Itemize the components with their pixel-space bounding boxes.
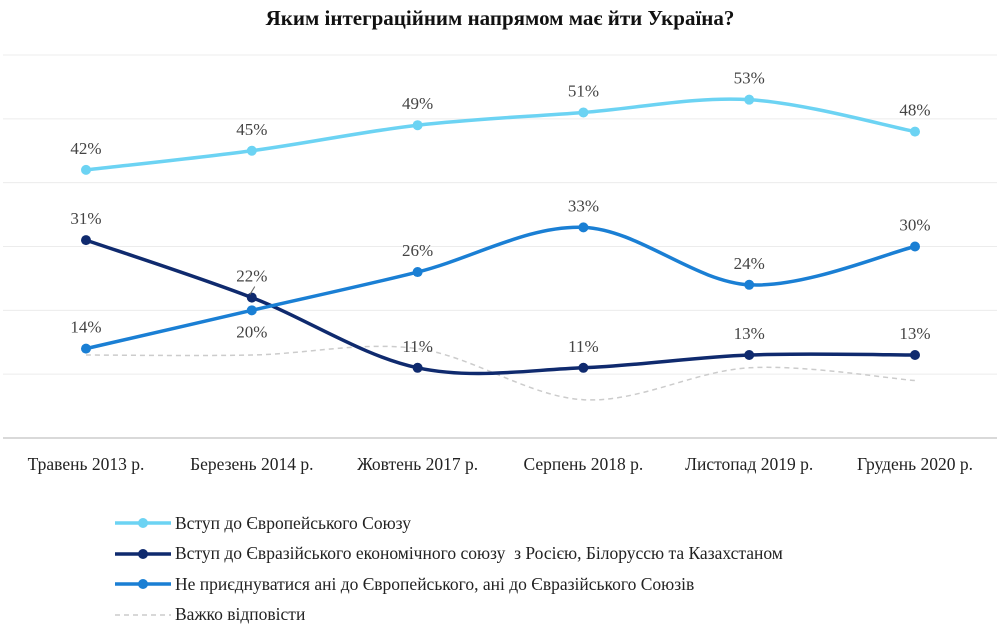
legend-swatch bbox=[115, 517, 171, 529]
legend-swatch bbox=[115, 609, 171, 621]
legend-swatch bbox=[115, 548, 171, 560]
x-tick-label: Березень 2014 р. bbox=[190, 454, 313, 474]
series-line bbox=[86, 227, 915, 348]
data-point bbox=[413, 120, 423, 130]
series-line bbox=[86, 99, 915, 170]
data-point bbox=[910, 127, 920, 137]
legend-item: Вступ до Європейського Союзу bbox=[115, 508, 783, 539]
series-line bbox=[86, 240, 915, 373]
data-point bbox=[578, 222, 588, 232]
data-label: 49% bbox=[402, 94, 433, 113]
data-point bbox=[247, 293, 257, 303]
x-tick-label: Грудень 2020 р. bbox=[857, 454, 973, 474]
data-point bbox=[81, 165, 91, 175]
data-point bbox=[910, 350, 920, 360]
data-label: 14% bbox=[70, 318, 101, 337]
data-label: 31% bbox=[70, 209, 101, 228]
legend-item: Не приєднуватися ані до Європейського, а… bbox=[115, 569, 783, 600]
legend-item: Вступ до Євразійського економічного союз… bbox=[115, 539, 783, 570]
x-tick-label: Жовтень 2017 р. bbox=[357, 454, 478, 474]
data-label: 53% bbox=[734, 69, 765, 88]
data-label: 11% bbox=[402, 337, 433, 356]
data-label: 11% bbox=[568, 337, 599, 356]
legend-label: Вступ до Євразійського економічного союз… bbox=[175, 543, 783, 564]
x-tick-label: Травень 2013 р. bbox=[28, 454, 145, 474]
data-point bbox=[413, 363, 423, 373]
data-point bbox=[578, 363, 588, 373]
data-label: 24% bbox=[734, 254, 765, 273]
data-label: 22% bbox=[236, 267, 267, 286]
legend-label: Не приєднуватися ані до Європейського, а… bbox=[175, 574, 694, 595]
data-point bbox=[744, 280, 754, 290]
data-label: 51% bbox=[568, 81, 599, 100]
data-label: 13% bbox=[899, 324, 930, 343]
legend-label: Важко відповісти bbox=[175, 604, 305, 625]
data-label: 48% bbox=[899, 101, 930, 120]
legend: Вступ до Європейського Союзу Вступ до Євр… bbox=[115, 508, 783, 630]
data-point bbox=[744, 95, 754, 105]
legend-item: Важко відповісти bbox=[115, 600, 783, 630]
data-label: 20% bbox=[236, 322, 267, 341]
data-label: 33% bbox=[568, 196, 599, 215]
x-tick-label: Серпень 2018 р. bbox=[524, 454, 644, 474]
data-label: 30% bbox=[899, 216, 930, 235]
data-point bbox=[81, 344, 91, 354]
data-label: 13% bbox=[734, 324, 765, 343]
data-point bbox=[413, 267, 423, 277]
x-tick-label: Листопад 2019 р. bbox=[685, 454, 813, 474]
data-label: 42% bbox=[70, 139, 101, 158]
legend-swatch bbox=[115, 578, 171, 590]
line-chart: Травень 2013 р. Березень 2014 р. Жовтень 2… bbox=[0, 0, 1000, 500]
data-label: 45% bbox=[236, 120, 267, 139]
data-label: 26% bbox=[402, 241, 433, 260]
data-point bbox=[81, 235, 91, 245]
data-point bbox=[578, 107, 588, 117]
data-point bbox=[247, 146, 257, 156]
data-point bbox=[910, 242, 920, 252]
legend-label: Вступ до Європейського Союзу bbox=[175, 513, 411, 534]
data-point bbox=[744, 350, 754, 360]
data-point bbox=[247, 305, 257, 315]
